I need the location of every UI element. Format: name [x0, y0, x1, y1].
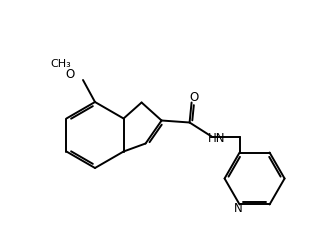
Text: O: O [65, 68, 75, 81]
Text: N: N [234, 202, 243, 215]
Text: CH₃: CH₃ [51, 59, 71, 69]
Text: HN: HN [208, 132, 225, 145]
Text: O: O [189, 91, 198, 104]
